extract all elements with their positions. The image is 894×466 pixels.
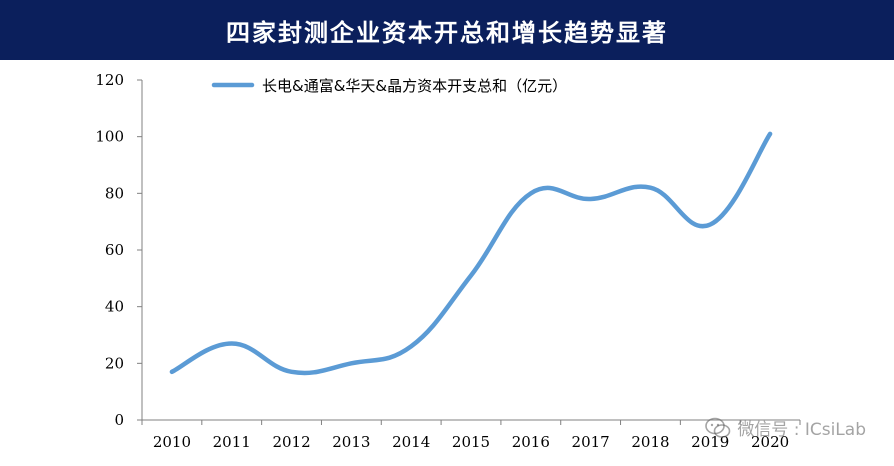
x-tick-label: 2016: [512, 433, 550, 451]
y-tick-label: 40: [105, 298, 124, 316]
chart-axes: 0 20 40 60 80 100 120 2010 2011 2012 2013 2014 2015 2…: [95, 71, 801, 451]
x-tick-label: 2018: [631, 433, 669, 451]
y-tick-label: 20: [105, 354, 124, 372]
series-line: [169, 131, 773, 376]
y-tick-label: 100: [95, 128, 124, 146]
legend-label: 长电&通富&华天&晶方资本开支总和（亿元）: [262, 77, 567, 95]
page-title: 四家封测企业资本开总和增长趋势显著: [226, 17, 668, 47]
y-tick-label: 80: [105, 184, 124, 202]
x-tick-label: 2015: [452, 433, 490, 451]
x-tick-label: 2014: [392, 433, 430, 451]
plot-area: [169, 131, 773, 376]
x-tick-label: 2010: [153, 433, 191, 451]
x-tick-label: 2019: [691, 433, 729, 451]
x-tick-label: 2012: [272, 433, 310, 451]
watermark-text: 微信号 : ICsiLab: [737, 420, 866, 440]
x-tick-label: 2011: [213, 433, 251, 451]
chart-legend: 长电&通富&华天&晶方资本开支总和（亿元）: [211, 77, 567, 95]
y-tick-label: 60: [105, 241, 124, 259]
x-tick-label: 2020: [751, 433, 789, 451]
wechat-icon: [705, 417, 731, 438]
y-tick-label: 120: [95, 71, 124, 89]
title-banner: 四家封测企业资本开总和增长趋势显著: [0, 0, 894, 60]
x-tick-label: 2013: [332, 433, 370, 451]
y-tick-label: 0: [114, 411, 124, 429]
watermark: 微信号 : ICsiLab: [705, 415, 866, 440]
x-tick-label: 2017: [572, 433, 610, 451]
line-chart: 0 20 40 60 80 100 120 2010 2011 2012 2013 2014 2015 2…: [95, 71, 801, 451]
